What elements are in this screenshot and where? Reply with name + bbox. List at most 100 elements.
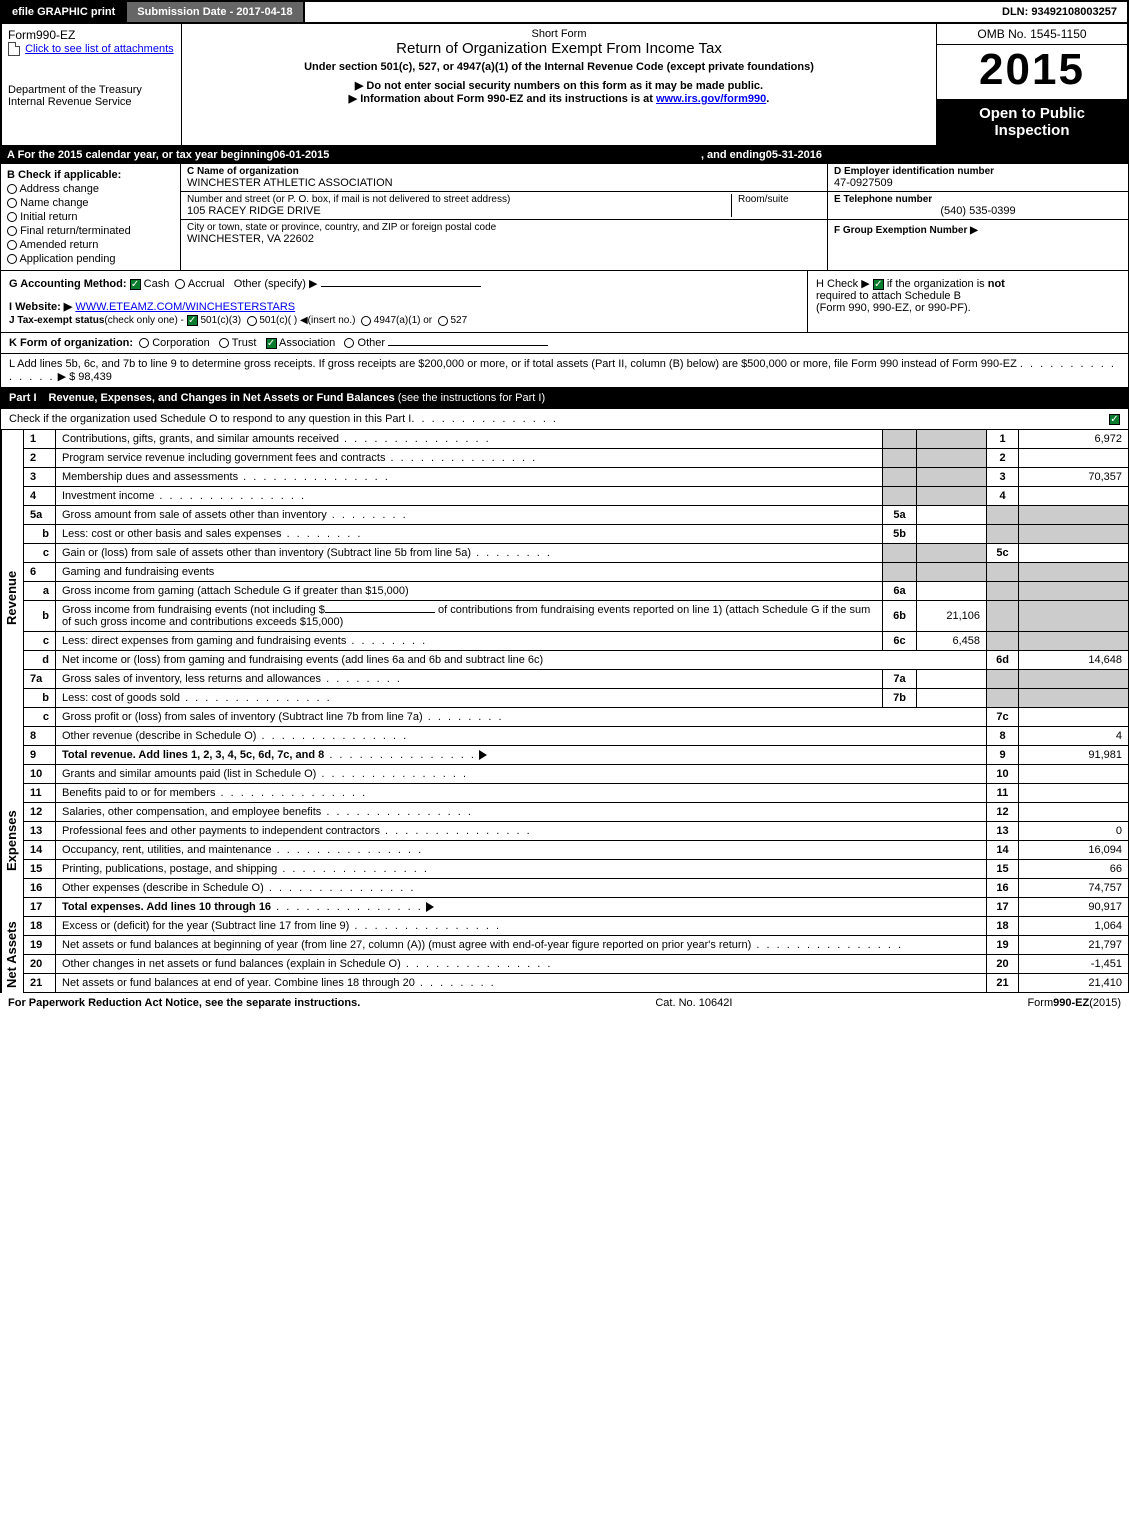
box-f: F Group Exemption Number ▶	[828, 220, 1128, 240]
short-form-label: Short Form	[188, 28, 930, 40]
line-14-num: 14	[24, 841, 56, 860]
line-17-value: 90,917	[1019, 898, 1129, 917]
footer-right-b: 990-EZ	[1053, 997, 1089, 1009]
box-c-name: C Name of organization WINCHESTER ATHLET…	[181, 164, 827, 192]
line-7c-value	[1019, 708, 1129, 727]
row-i-label: I Website: ▶	[9, 301, 72, 313]
website-link[interactable]: WWW.ETEAMZ.COM/WINCHESTERSTARS	[75, 301, 295, 313]
arrow-icon	[479, 750, 487, 760]
chk-application-pending-label: Application pending	[19, 253, 115, 265]
line-3-rbox: 3	[987, 468, 1019, 487]
line-11: 11Benefits paid to or for members11	[24, 784, 1129, 803]
top-bar: efile GRAPHIC print Submission Date - 20…	[0, 0, 1129, 24]
line-5b: bLess: cost or other basis and sales exp…	[24, 525, 1129, 544]
line-5b-mval	[917, 525, 987, 544]
form-header: Form990-EZ Click to see list of attachme…	[0, 24, 1129, 147]
dots-icon	[277, 863, 429, 875]
chk-schedule-o[interactable]: ✓	[1109, 414, 1120, 425]
line-12-desc: Salaries, other compensation, and employ…	[62, 806, 321, 818]
info-link[interactable]: www.irs.gov/form990	[656, 93, 766, 105]
chk-assoc[interactable]: ✓	[266, 338, 277, 349]
revenue-label: Revenue	[1, 430, 23, 765]
line-6b-num: b	[24, 601, 56, 632]
line-20-num: 20	[24, 955, 56, 974]
line-7b-mbox: 7b	[883, 689, 917, 708]
dots-icon	[180, 692, 332, 704]
chk-501c3[interactable]: ✓	[187, 315, 198, 326]
chk-name-change[interactable]: Name change	[7, 196, 174, 210]
chk-trust[interactable]	[219, 338, 229, 348]
line-16-value: 74,757	[1019, 879, 1129, 898]
line-15-value: 66	[1019, 860, 1129, 879]
line-2-rbox: 2	[987, 449, 1019, 468]
attachments-link[interactable]: Click to see list of attachments	[25, 43, 174, 55]
submission-date-button[interactable]: Submission Date - 2017-04-18	[127, 2, 304, 22]
box-c: C Name of organization WINCHESTER ATHLET…	[181, 164, 828, 270]
opt-501c3: 501(c)(3)	[200, 315, 241, 326]
arrow-icon	[426, 902, 434, 912]
line-2: 2Program service revenue including gover…	[24, 449, 1129, 468]
chk-final-return[interactable]: Final return/terminated	[7, 224, 174, 238]
row-a-prefix: A For the 2015 calendar year, or tax yea…	[7, 149, 273, 161]
line-2-num: 2	[24, 449, 56, 468]
chk-501c[interactable]	[247, 316, 257, 326]
line-2-value	[1019, 449, 1129, 468]
row-a-tax-year: A For the 2015 calendar year, or tax yea…	[0, 147, 1129, 164]
chk-final-return-label: Final return/terminated	[20, 225, 131, 237]
line-9-desc: Total revenue. Add lines 1, 2, 3, 4, 5c,…	[62, 749, 324, 761]
line-9-num: 9	[24, 746, 56, 765]
line-21-value: 21,410	[1019, 974, 1129, 993]
attachments-link-wrap: Click to see list of attachments	[8, 42, 175, 56]
dots-icon	[282, 528, 363, 540]
line-19-desc: Net assets or fund balances at beginning…	[62, 939, 751, 951]
line-6b-blank[interactable]	[325, 612, 435, 613]
line-6b-desc1: Gross income from fundraising events (no…	[62, 604, 325, 616]
row-j: J Tax-exempt status(check only one) - ✓ …	[9, 315, 799, 326]
other-specify-input[interactable]	[321, 286, 481, 287]
form-number: Form990-EZ	[8, 28, 175, 42]
box-e: E Telephone number (540) 535-0399	[828, 192, 1128, 220]
chk-address-change[interactable]: Address change	[7, 182, 174, 196]
box-b-label: B Check if applicable:	[7, 168, 174, 182]
chk-amended-return[interactable]: Amended return	[7, 238, 174, 252]
chk-527[interactable]	[438, 316, 448, 326]
line-17-rbox: 17	[987, 898, 1019, 917]
chk-application-pending[interactable]: Application pending	[7, 252, 174, 266]
line-18-value: 1,064	[1019, 917, 1129, 936]
opt-4947: 4947(a)(1) or	[374, 315, 432, 326]
line-5a: 5aGross amount from sale of assets other…	[24, 506, 1129, 525]
line-10: 10Grants and similar amounts paid (list …	[24, 765, 1129, 784]
row-l: L Add lines 5b, 6c, and 7b to line 9 to …	[0, 354, 1129, 388]
line-20-value: -1,451	[1019, 955, 1129, 974]
line-19-value: 21,797	[1019, 936, 1129, 955]
line-16-rbox: 16	[987, 879, 1019, 898]
line-8-num: 8	[24, 727, 56, 746]
row-j-tail: (check only one) -	[104, 315, 186, 326]
row-h-line1b: if the organization is	[887, 278, 988, 290]
line-5a-desc: Gross amount from sale of assets other t…	[62, 509, 327, 521]
chk-accrual[interactable]	[175, 279, 185, 289]
ein-value: 47-0927509	[834, 177, 1122, 189]
col-gij: G Accounting Method: ✓ Cash Accrual Othe…	[1, 271, 808, 332]
line-4-rbox: 4	[987, 487, 1019, 506]
chk-h[interactable]: ✓	[873, 279, 884, 290]
other-org-input[interactable]	[388, 345, 548, 346]
box-def: D Employer identification number 47-0927…	[828, 164, 1128, 270]
chk-name-change-label: Name change	[20, 197, 89, 209]
opt-501c: 501(c)( )	[259, 315, 297, 326]
chk-other-org[interactable]	[344, 338, 354, 348]
line-19-num: 19	[24, 936, 56, 955]
chk-amended-return-label: Amended return	[19, 239, 98, 251]
chk-cash[interactable]: ✓	[130, 279, 141, 290]
dots-icon	[339, 433, 491, 445]
line-7b-mval	[917, 689, 987, 708]
ssn-warning: ▶ Do not enter social security numbers o…	[188, 79, 930, 92]
line-8-desc: Other revenue (describe in Schedule O)	[62, 730, 256, 742]
chk-initial-return[interactable]: Initial return	[7, 210, 174, 224]
efile-print-button[interactable]: efile GRAPHIC print	[2, 2, 127, 22]
chk-4947[interactable]	[361, 316, 371, 326]
part1-check-dots	[411, 413, 558, 425]
line-15-rbox: 15	[987, 860, 1019, 879]
line-6a-mval	[917, 582, 987, 601]
chk-corp[interactable]	[139, 338, 149, 348]
